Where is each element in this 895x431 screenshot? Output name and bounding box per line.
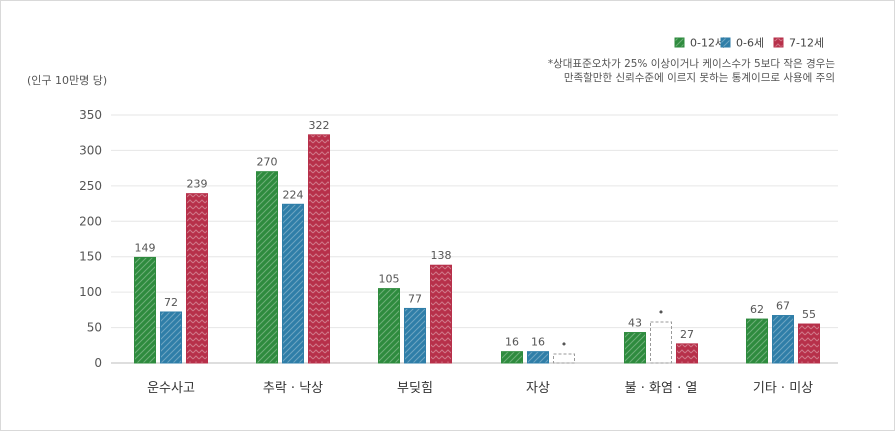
category-label: 자상 <box>526 381 550 396</box>
bar <box>624 332 646 364</box>
legend: 0-12세 0-6세 7-12세 <box>674 37 824 50</box>
legend-swatch <box>773 37 784 48</box>
data-label: 55 <box>802 308 816 321</box>
data-label: 16 <box>505 336 519 349</box>
note-line-1: *상대표준오차가 25% 이상이거나 케이스수가 5보다 작은 경우는 <box>548 57 835 70</box>
bar <box>798 323 820 364</box>
y-tick-label: 100 <box>79 285 102 299</box>
legend-label: 0-6세 <box>736 37 764 50</box>
data-label: • <box>561 338 568 351</box>
data-label: 77 <box>408 292 422 305</box>
bar <box>501 351 523 364</box>
category-label: 추락 · 낙상 <box>263 381 323 396</box>
data-label: • <box>658 306 665 319</box>
bar <box>527 351 549 364</box>
bar <box>404 307 426 364</box>
category-label: 운수사고 <box>147 381 195 396</box>
category-label: 기타 · 미상 <box>753 381 813 396</box>
data-label: 105 <box>379 273 400 286</box>
y-tick-label: 200 <box>79 214 102 228</box>
y-tick-label: 250 <box>79 179 102 193</box>
bar <box>134 256 156 364</box>
bar <box>256 171 278 364</box>
data-label: 224 <box>283 188 304 201</box>
y-tick-label: 50 <box>87 321 102 335</box>
unit-label: (인구 10만명 당) <box>27 74 107 87</box>
bar-unreliable <box>553 353 575 364</box>
bar <box>676 343 698 364</box>
data-label: 239 <box>187 178 208 191</box>
data-label: 27 <box>680 328 694 341</box>
note-line-2: 만족할만한 신뢰수준에 이르지 못하는 통계이므로 사용에 주의 <box>564 71 835 84</box>
legend-swatch <box>720 37 731 48</box>
category-label: 부딪힘 <box>397 381 433 396</box>
bar <box>430 264 452 364</box>
data-label: 62 <box>750 303 764 316</box>
bar-unreliable <box>650 321 672 364</box>
data-label: 270 <box>257 156 278 169</box>
bar <box>746 318 768 364</box>
data-label: 149 <box>135 241 156 254</box>
y-tick-label: 150 <box>79 250 102 264</box>
bar <box>378 288 400 364</box>
bar <box>308 134 330 364</box>
data-label: 72 <box>164 296 178 309</box>
gridlines <box>111 114 838 364</box>
data-label: 67 <box>776 300 790 313</box>
y-tick-label: 0 <box>94 356 102 370</box>
data-label: 322 <box>309 119 330 132</box>
legend-label: 7-12세 <box>789 37 824 50</box>
bar <box>282 203 304 364</box>
bar <box>772 315 794 364</box>
y-tick-label: 300 <box>79 143 102 157</box>
data-label: 43 <box>628 317 642 330</box>
legend-swatch <box>674 37 685 48</box>
bar <box>160 311 182 364</box>
bar <box>186 193 208 364</box>
legend-label: 0-12세 <box>690 37 725 50</box>
y-axis: 0 50 100 150 200 250 300 350 <box>79 108 102 370</box>
x-axis-labels: 운수사고 추락 · 낙상 부딪힘 자상 불 · 화염 · 열 기타 · 미상 <box>147 381 813 396</box>
data-label: 138 <box>431 249 452 262</box>
category-label: 불 · 화염 · 열 <box>625 381 698 396</box>
data-label: 16 <box>531 336 545 349</box>
bars: 149 72 239 270 224 322 105 77 138 16 16 • 43 • 27 62 67 5… <box>134 119 820 364</box>
y-tick-label: 350 <box>79 108 102 122</box>
